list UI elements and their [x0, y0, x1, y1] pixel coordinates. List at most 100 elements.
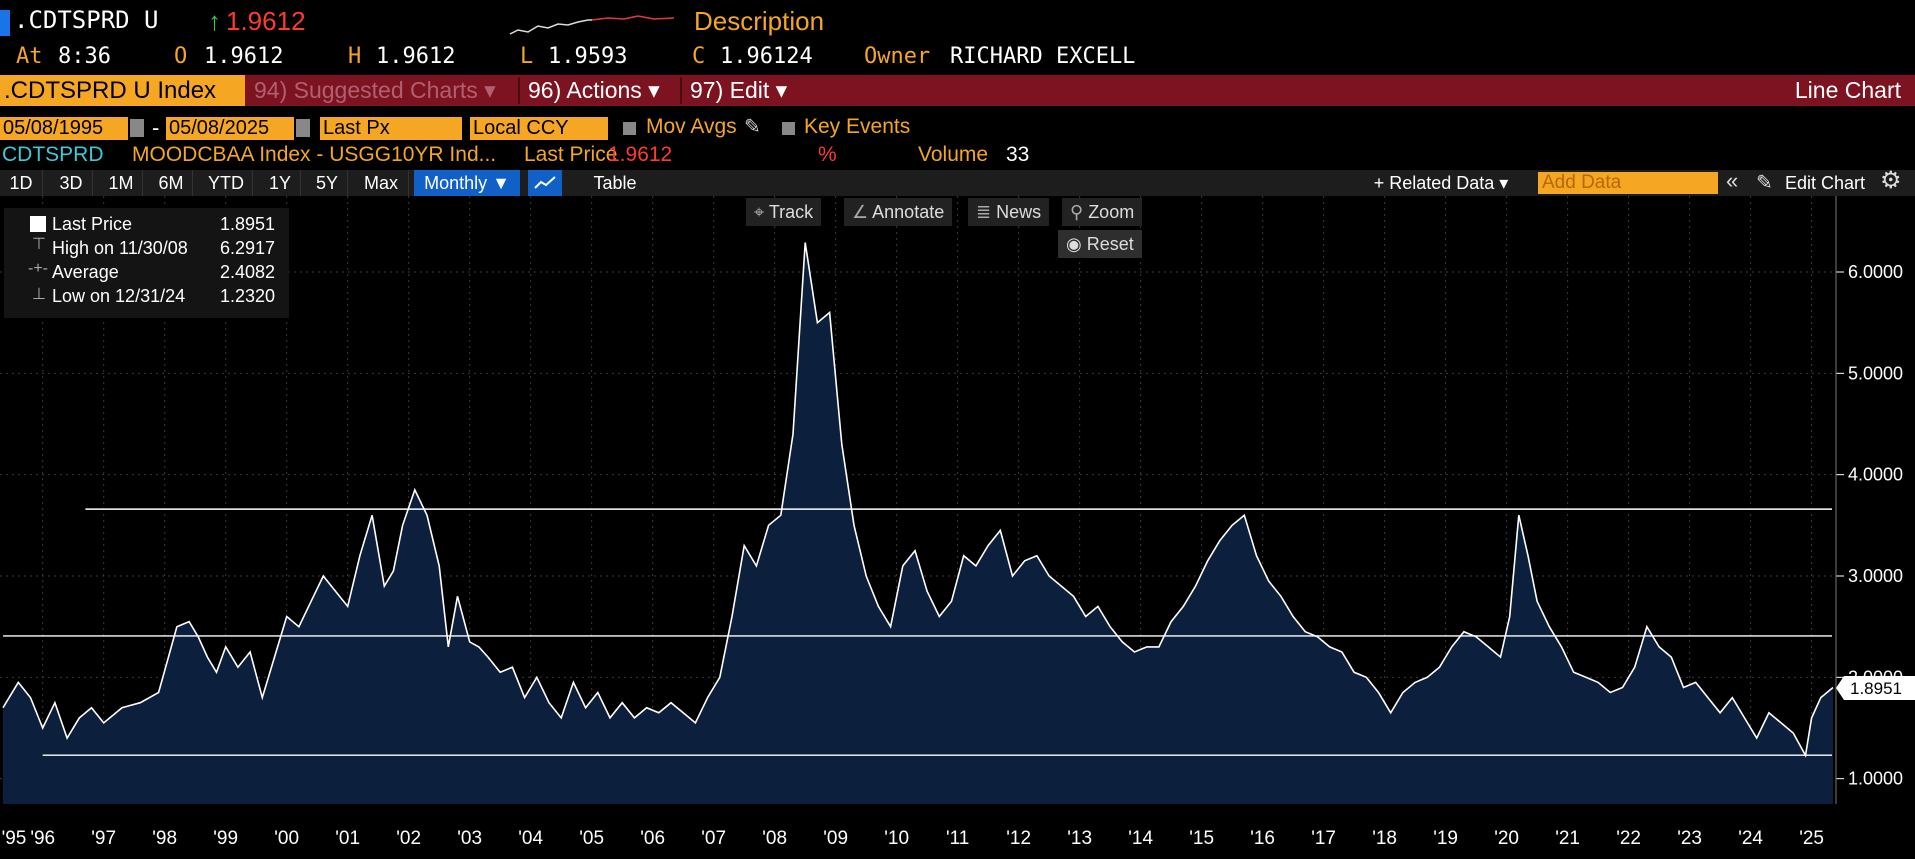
- currency-select[interactable]: Local CCY: [470, 117, 608, 140]
- x-tick-label: '19: [1433, 828, 1458, 849]
- last-price-value: 1.9612: [608, 143, 673, 166]
- x-tick-label: '95: [2, 828, 27, 849]
- period-max[interactable]: Max: [354, 170, 409, 196]
- y-tick-label: 3.0000: [1848, 566, 1903, 586]
- news-icon: ≣: [976, 202, 997, 222]
- edit-menu[interactable]: 97) Edit ▾: [690, 77, 788, 103]
- calendar-icon[interactable]: [296, 119, 310, 137]
- low-marker-icon: ⊥: [32, 286, 46, 303]
- line-chart-icon[interactable]: [528, 170, 562, 196]
- last-value-badge: [1836, 675, 1915, 700]
- header-last-price: 1.9612: [226, 6, 306, 36]
- x-tick-label: '98: [152, 828, 177, 849]
- collapse-icon[interactable]: «: [1726, 168, 1739, 193]
- period-3d[interactable]: 3D: [50, 170, 93, 196]
- index-tab[interactable]: .CDTSPRD U Index: [0, 75, 245, 106]
- end-date-field[interactable]: 05/08/2025: [166, 117, 294, 140]
- start-date-field[interactable]: 05/08/1995: [0, 117, 128, 140]
- x-tick-label: '25: [1799, 828, 1824, 849]
- low-value: 1.9593: [548, 44, 628, 69]
- period-1y[interactable]: 1Y: [260, 170, 301, 196]
- x-tick-label: '05: [579, 828, 604, 849]
- x-tick-label: '14: [1128, 828, 1153, 849]
- annotate-icon: ∠: [852, 202, 873, 222]
- legend-high-value: 6.2917: [220, 238, 276, 258]
- period-ytd[interactable]: YTD: [200, 170, 253, 196]
- ticker-flag: [0, 10, 10, 36]
- x-tick-label: '07: [701, 828, 726, 849]
- period-5y[interactable]: 5Y: [307, 170, 348, 196]
- frequency-select[interactable]: Monthly ▼: [414, 170, 520, 196]
- owner-name: RICHARD EXCELL: [950, 44, 1136, 69]
- series-name: CDTSPRD: [2, 143, 104, 166]
- x-tick-label: '09: [823, 828, 848, 849]
- close-value: 1.96124: [720, 44, 813, 69]
- x-tick-label: '02: [396, 828, 421, 849]
- x-tick-label: '03: [457, 828, 482, 849]
- series-formula: MOODCBAA Index - USGG10YR Ind...: [132, 143, 497, 166]
- quote-time: 8:36: [58, 44, 111, 69]
- x-tick-label: '97: [91, 828, 116, 849]
- chart-legend: [4, 208, 289, 318]
- annotate-label: Annotate: [872, 202, 945, 222]
- x-tick-label: '21: [1555, 828, 1580, 849]
- x-tick-label: '06: [640, 828, 665, 849]
- high-value: 1.9612: [376, 44, 456, 69]
- y-tick-label: 5.0000: [1848, 363, 1903, 383]
- x-tick-label: '13: [1067, 828, 1092, 849]
- percent-change: %: [818, 143, 837, 166]
- table-view-button[interactable]: Table: [593, 173, 637, 193]
- mov-avgs-checkbox[interactable]: [623, 122, 636, 135]
- key-events-checkbox[interactable]: [782, 122, 795, 135]
- zoom-button[interactable]: ⚲ Zoom: [1062, 198, 1143, 226]
- divider: [518, 77, 520, 104]
- x-tick-label: '04: [518, 828, 543, 849]
- volume-value: 33: [1006, 143, 1030, 166]
- period-6m[interactable]: 6M: [150, 170, 193, 196]
- ticker-symbol[interactable]: .CDTSPRD U: [14, 6, 159, 34]
- gear-icon[interactable]: ⚙: [1880, 167, 1902, 194]
- command-bar: [0, 75, 1915, 106]
- mov-avgs-label[interactable]: Mov Avgs: [646, 115, 737, 138]
- period-1m[interactable]: 1M: [100, 170, 143, 196]
- line-chart[interactable]: '95'96 '97 '98 '99 '00 '01 '02 '03 '04 '05 '06 '07 '…: [0, 196, 1915, 859]
- last-price-label: Last Price: [524, 143, 618, 166]
- x-tick-label: '18: [1372, 828, 1397, 849]
- field-select[interactable]: Last Px: [320, 117, 462, 140]
- calendar-icon[interactable]: [130, 119, 144, 137]
- legend-average-label: Average: [52, 262, 119, 282]
- legend-last-label: Last Price: [52, 214, 133, 234]
- average-marker-icon: -+-: [28, 260, 48, 277]
- news-button[interactable]: ≣ News: [968, 198, 1050, 226]
- x-tick-label: '96: [30, 828, 55, 849]
- track-label: Track: [768, 202, 814, 222]
- key-events-label[interactable]: Key Events: [804, 115, 911, 138]
- actions-menu[interactable]: 96) Actions ▾: [528, 77, 660, 103]
- pencil-icon[interactable]: ✎: [744, 116, 761, 138]
- suggested-charts-menu[interactable]: 94) Suggested Charts ▾: [254, 77, 496, 103]
- x-tick-label: '17: [1311, 828, 1336, 849]
- high-marker-icon: ⊤: [32, 236, 46, 253]
- last-price-arrow-icon: ↑: [208, 6, 221, 36]
- x-tick-label: '01: [335, 828, 360, 849]
- reset-button[interactable]: ◉ Reset: [1058, 230, 1142, 258]
- reset-label: Reset: [1086, 234, 1134, 254]
- high-label: H: [348, 44, 362, 69]
- track-button[interactable]: ⌖ Track: [746, 198, 822, 226]
- crosshair-icon: ⌖: [754, 202, 769, 222]
- legend-average-value: 2.4082: [220, 262, 276, 282]
- edit-chart-button[interactable]: Edit Chart: [1784, 173, 1866, 193]
- legend-low-value: 1.2320: [220, 286, 276, 306]
- related-data-menu[interactable]: + Related Data ▾: [1373, 173, 1509, 193]
- series-line: [2, 242, 1834, 758]
- date-separator: -: [152, 115, 160, 140]
- magnifier-icon: ⚲: [1070, 202, 1089, 222]
- description-link[interactable]: Description: [694, 6, 825, 36]
- add-data-input[interactable]: Add Data: [1538, 172, 1718, 194]
- annotate-button[interactable]: ∠ Annotate: [844, 198, 953, 226]
- x-tick-label: '24: [1738, 828, 1763, 849]
- period-1d[interactable]: 1D: [0, 170, 43, 196]
- at-label: At: [16, 44, 43, 69]
- pencil-icon[interactable]: ✎: [1756, 172, 1773, 194]
- legend-swatch: [30, 216, 46, 232]
